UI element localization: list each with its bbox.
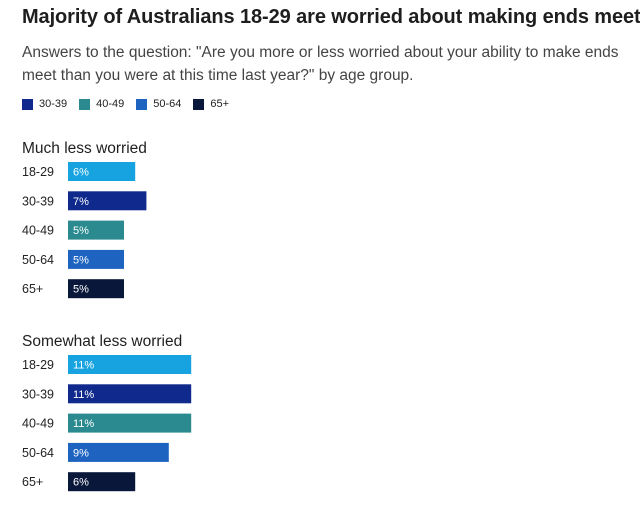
legend-swatch [79, 98, 91, 110]
value-label: 5% [73, 284, 89, 296]
bar-18-29 [68, 355, 192, 374]
legend-item-65-plus: 65+ [193, 98, 229, 110]
bar-50-64 [68, 249, 124, 269]
bar-50-64 [68, 442, 169, 462]
legend: 30-39 40-49 50-64 65+ [22, 97, 241, 111]
legend-item-30-39: 30-39 [22, 98, 67, 110]
value-label: 6% [73, 167, 89, 179]
legend-label: 50-64 [153, 98, 182, 110]
chart-title: Majority of Australians 18-29 are worrie… [22, 6, 640, 28]
group-title: Somewhat less worried [22, 333, 182, 350]
legend-item-40-49: 40-49 [79, 98, 124, 110]
category-label-65-plus: 65+ [22, 282, 43, 296]
legend-swatch [193, 98, 205, 110]
category-label-65-plus: 65+ [22, 475, 43, 489]
value-label: 5% [73, 254, 89, 266]
legend-swatch [136, 98, 148, 110]
bar-40-49 [68, 220, 124, 240]
value-label: 11% [73, 418, 94, 430]
bar-65-plus [68, 472, 136, 492]
value-label: 9% [73, 447, 89, 459]
group-title: Much less worried [22, 140, 147, 157]
value-label: 5% [73, 225, 89, 237]
value-label: 11% [73, 389, 94, 401]
category-label-30-39: 30-39 [22, 387, 54, 401]
chart-subtitle: Answers to the question: "Are you more o… [22, 44, 619, 84]
category-label-50-64: 50-64 [22, 446, 54, 460]
legend-label: 40-49 [96, 98, 125, 110]
category-label-50-64: 50-64 [22, 253, 54, 267]
value-label: 7% [73, 196, 89, 208]
bar-65-plus [68, 279, 124, 299]
category-label-40-49: 40-49 [22, 224, 54, 238]
value-label: 11% [73, 360, 94, 372]
legend-label: 30-39 [39, 98, 68, 110]
legend-item-50-64: 50-64 [136, 98, 181, 110]
bar-30-39 [68, 384, 192, 404]
bar-18-29 [68, 162, 136, 181]
bar-40-49 [68, 413, 192, 433]
category-label-18-29: 18-29 [22, 165, 54, 179]
category-label-30-39: 30-39 [22, 194, 54, 208]
legend-label: 65+ [210, 98, 230, 110]
bar-30-39 [68, 191, 147, 211]
value-label: 6% [73, 477, 89, 489]
legend-swatch [22, 98, 33, 110]
category-label-40-49: 40-49 [22, 417, 54, 431]
category-label-18-29: 18-29 [22, 358, 54, 372]
